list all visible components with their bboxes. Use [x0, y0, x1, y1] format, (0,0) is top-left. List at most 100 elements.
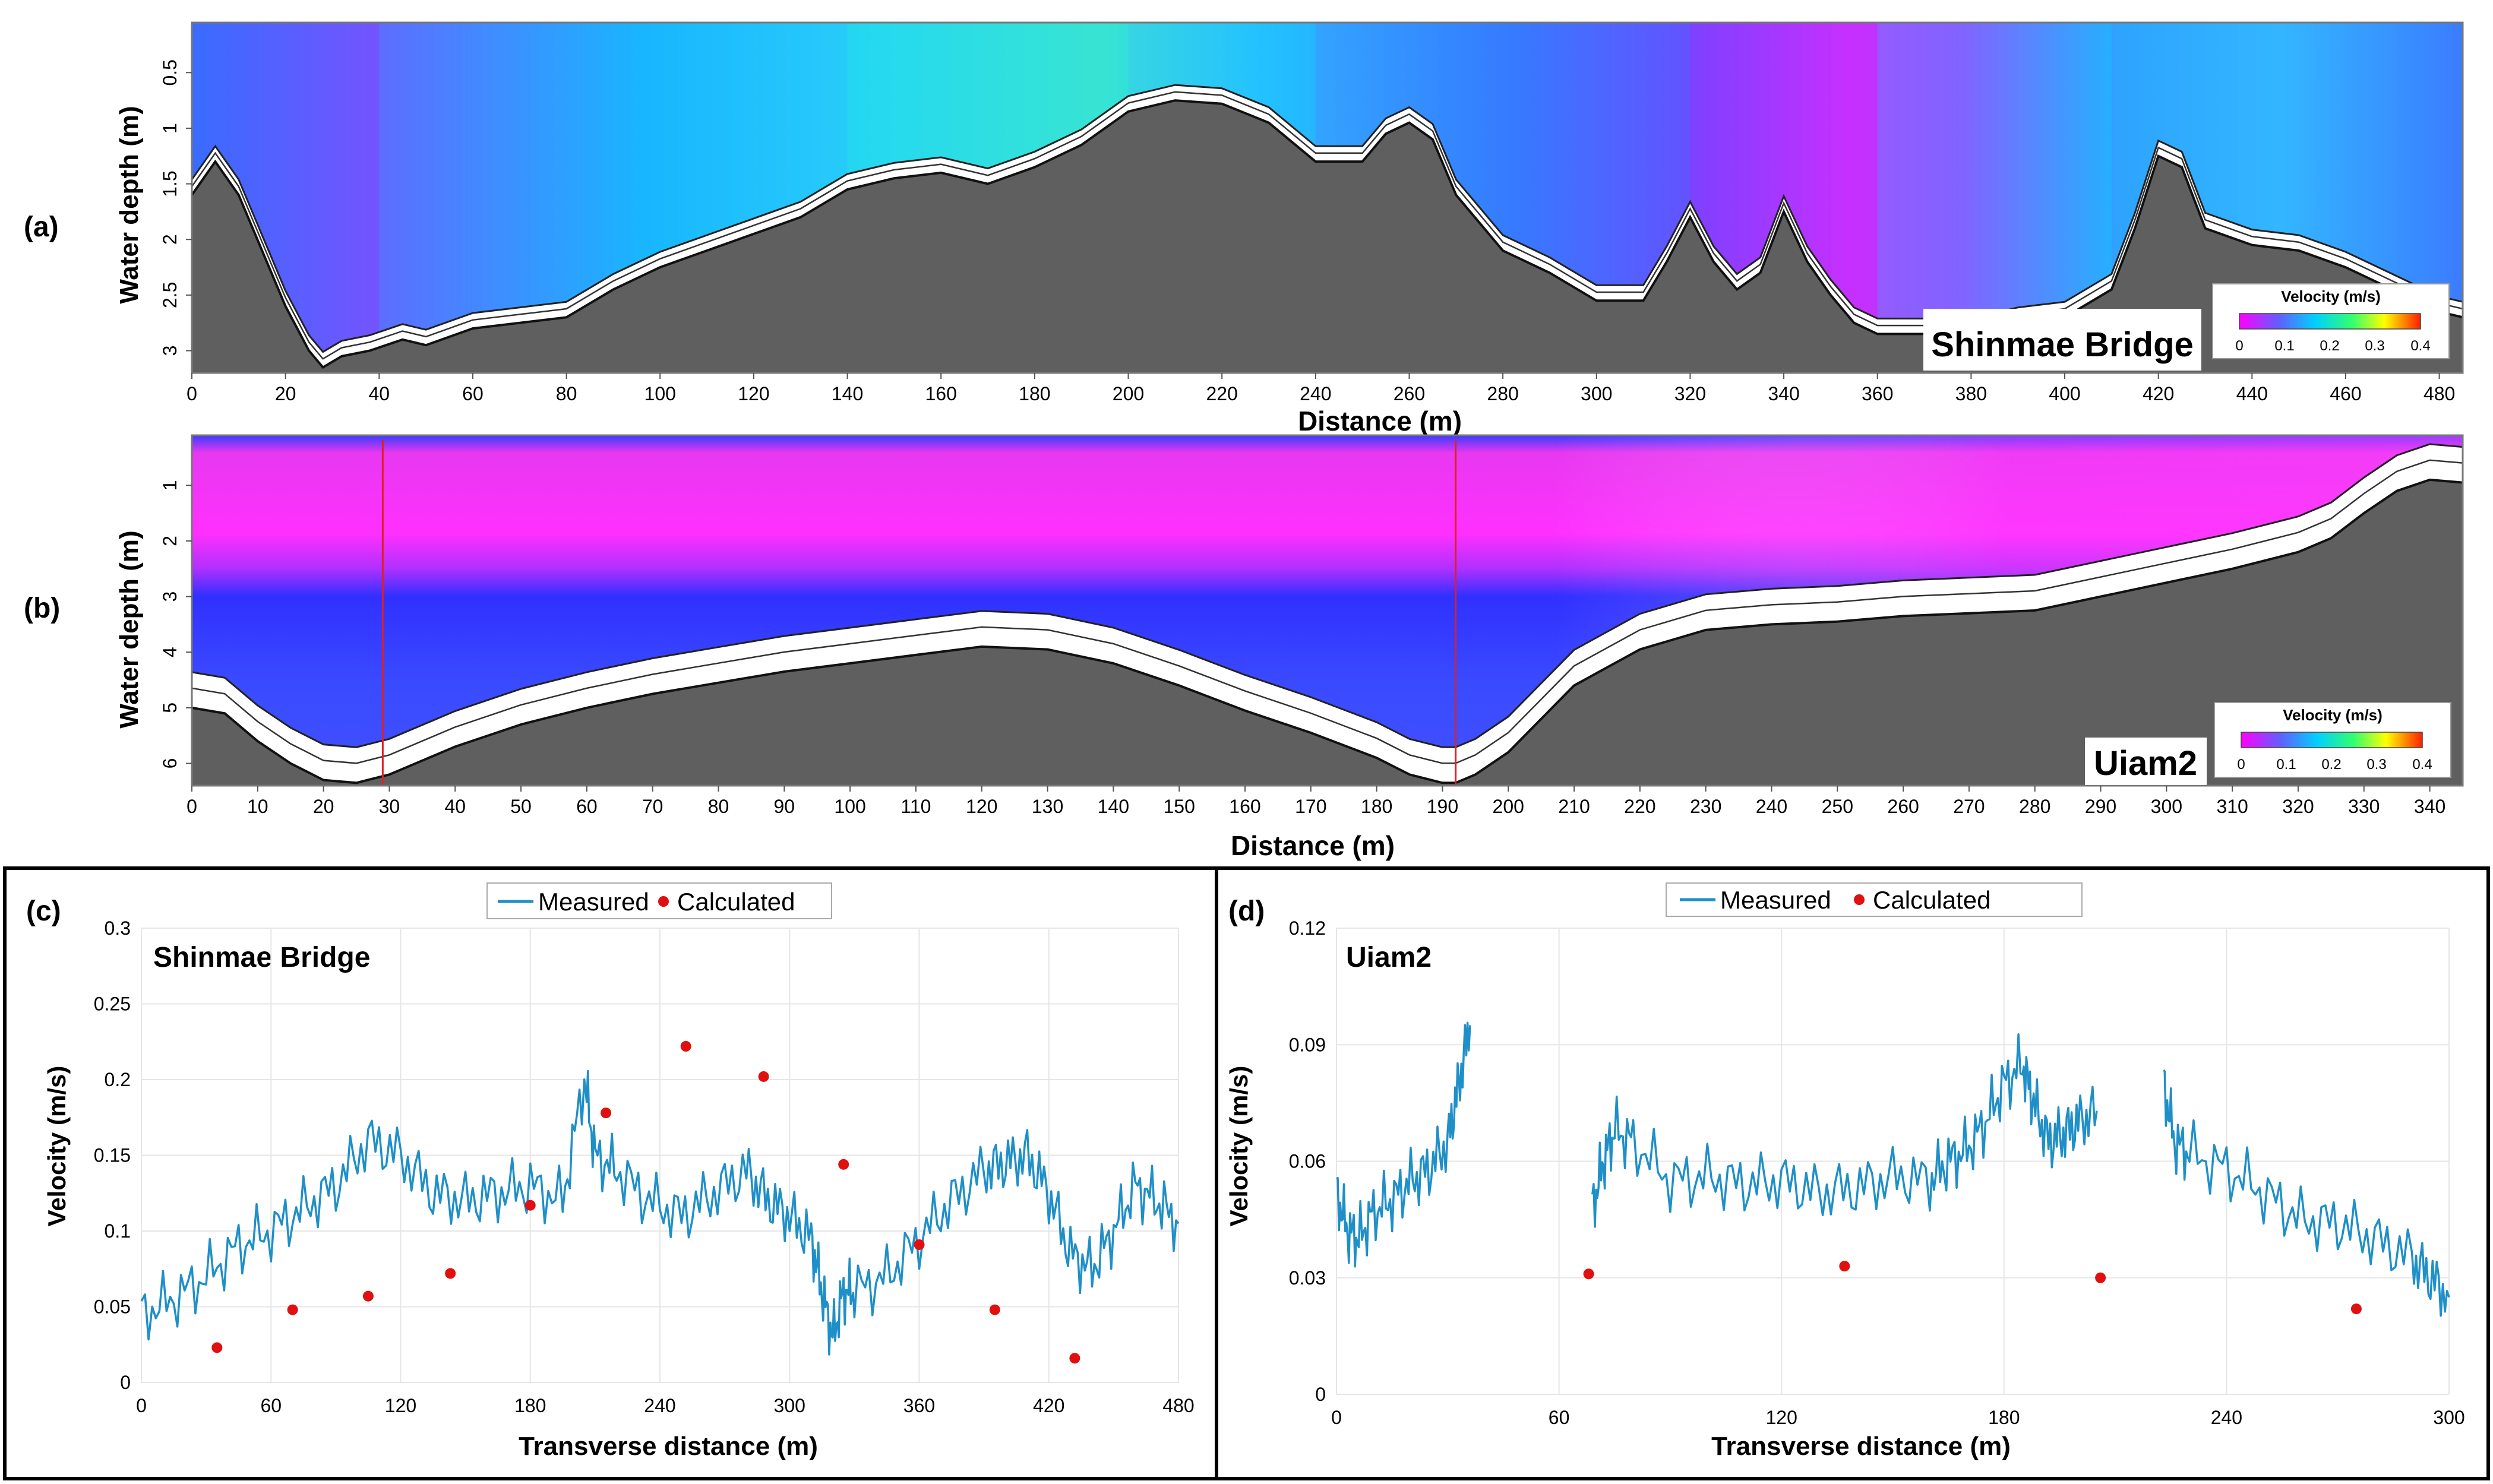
- panel-a-colorbar-tick: 0.3: [2365, 338, 2384, 354]
- y-tick-label: 2: [159, 234, 181, 245]
- x-tick-label: 440: [2236, 383, 2268, 404]
- x-tick-label: 180: [514, 1395, 546, 1416]
- x-tick-label: 0: [136, 1395, 147, 1416]
- y-tick-label: 0.06: [1289, 1151, 1326, 1172]
- x-tick-label: 20: [275, 383, 296, 404]
- x-tick-label: 320: [2282, 796, 2314, 817]
- panel-d-site-label: Uiam2: [1346, 942, 1432, 973]
- x-tick-label: 280: [2019, 796, 2050, 817]
- x-tick-label: 240: [2211, 1407, 2242, 1428]
- calculated-velocity-point: [1583, 1268, 1594, 1280]
- panel-a-colorbar-tick: 0.4: [2410, 338, 2430, 354]
- panel-a-colorbar-tick: 0.1: [2274, 338, 2294, 354]
- panel-b-uiam2-section: (b) Water depth (m) Distance (m) 0 10 20 30…: [24, 434, 2464, 861]
- y-tick-label: 0.09: [1289, 1034, 1326, 1055]
- panel-d-uiam2-velocity-chart: (d) Measured Calculated Uiam2 Velocity (…: [1215, 866, 2490, 1480]
- x-tick-label: 460: [2330, 383, 2361, 404]
- panel-a-ylabel: Water depth (m): [115, 106, 144, 303]
- y-tick-label: 1.5: [159, 170, 181, 197]
- panel-b-section-markers: [381, 440, 1457, 786]
- panel-a-frame: [191, 21, 2464, 374]
- panel-a-colorbar-gradient: [2239, 313, 2421, 330]
- panel-d-ylabel: Velocity (m/s): [1225, 1066, 1253, 1227]
- riverbed-outline: [191, 478, 2463, 784]
- panel-a-colorbar-title: Velocity (m/s): [2281, 287, 2381, 305]
- x-tick-label: 420: [1033, 1395, 1064, 1416]
- x-tick-label: 100: [834, 796, 865, 817]
- x-tick-label: 300: [2151, 796, 2182, 817]
- x-tick-label: 60: [462, 383, 484, 404]
- panel-a-colorbar: Velocity (m/s) 0 0.1 0.2 0.3 0.4: [2212, 283, 2450, 359]
- calculated-velocity-point: [362, 1290, 374, 1302]
- x-tick-label: 40: [444, 796, 466, 817]
- riverbed-profile: [192, 479, 2463, 786]
- measured-velocity-line: [2163, 1069, 2450, 1317]
- x-tick-label: 70: [642, 796, 663, 817]
- x-tick-label: 30: [379, 796, 400, 817]
- panel-b-frame: [191, 434, 2464, 787]
- x-tick-label: 340: [1768, 383, 1799, 404]
- y-tick-label: 1: [159, 480, 181, 491]
- x-tick-label: 0: [187, 383, 197, 404]
- x-tick-label: 120: [966, 796, 997, 817]
- panel-d-legend: Measured Calculated: [1666, 882, 2083, 917]
- y-tick-label: 0.2: [105, 1069, 131, 1090]
- panel-d-label: (d): [1228, 896, 1265, 927]
- calculated-velocity-point: [287, 1304, 298, 1315]
- x-tick-label: 270: [1953, 796, 1985, 817]
- x-tick-label: 480: [1162, 1395, 1194, 1416]
- side-lobe-line: [191, 459, 2463, 764]
- panel-d-gridlines: [1336, 928, 2450, 1395]
- riverbed-profile: [192, 100, 2463, 373]
- x-tick-label: 160: [1229, 796, 1260, 817]
- panel-a-colorbar-tick: 0: [2235, 338, 2243, 354]
- x-tick-label: 60: [260, 1395, 282, 1416]
- x-tick-label: 400: [2049, 383, 2080, 404]
- panel-a-shinmae-section: (a) Water depth (m) Distance (m) 0 20 40 60…: [24, 21, 2464, 436]
- x-tick-label: 300: [1581, 383, 1612, 404]
- x-tick-label: 220: [1624, 796, 1655, 817]
- calculated-velocity-point: [1069, 1353, 1080, 1364]
- x-tick-label: 120: [738, 383, 769, 404]
- y-tick-label: 0: [1315, 1384, 1326, 1405]
- y-tick-label: 0.1: [105, 1220, 131, 1242]
- x-tick-label: 60: [576, 796, 598, 817]
- y-tick-label: 4: [159, 647, 181, 657]
- x-tick-label: 110: [900, 796, 931, 817]
- panel-b-colorbar-tick: 0: [2237, 757, 2245, 773]
- x-tick-label: 310: [2216, 796, 2248, 817]
- x-tick-label: 330: [2348, 796, 2380, 817]
- x-tick-label: 150: [1163, 796, 1195, 817]
- panel-c-ticks: 0 60 120 180 240 300 360 420 480 0 0.05 0.1 0.15 0.2 0…: [94, 917, 1195, 1416]
- x-tick-label: 160: [925, 383, 957, 404]
- y-tick-label: 2: [159, 536, 181, 546]
- x-tick-label: 340: [2414, 796, 2445, 817]
- x-tick-label: 60: [1549, 1407, 1570, 1428]
- y-tick-label: 2.5: [159, 282, 181, 308]
- x-tick-label: 170: [1295, 796, 1326, 817]
- panel-c-gridlines: [141, 928, 1179, 1383]
- panel-c-legend-calculated-swatch: [658, 896, 669, 907]
- x-tick-label: 230: [1690, 796, 1721, 817]
- x-tick-label: 120: [1766, 1407, 1797, 1428]
- calculated-velocity-point: [524, 1200, 536, 1211]
- calculated-velocity-point: [989, 1304, 1000, 1315]
- calculated-velocity-point: [211, 1342, 223, 1353]
- calculated-velocity-point: [914, 1239, 925, 1250]
- x-tick-label: 140: [832, 383, 863, 404]
- panel-b-colorbar: Velocity (m/s) 0 0.1 0.2 0.3 0.4: [2214, 702, 2451, 778]
- x-tick-label: 180: [1019, 383, 1050, 404]
- panel-d-legend-measured-label: Measured: [1720, 886, 1831, 914]
- x-tick-label: 260: [1394, 383, 1425, 404]
- panel-c-site-label: Shinmae Bridge: [153, 942, 370, 973]
- y-tick-label: 0.3: [105, 917, 131, 939]
- panel-c-label: (c): [26, 896, 61, 927]
- x-tick-label: 240: [1756, 796, 1787, 817]
- y-tick-label: 0.03: [1289, 1267, 1326, 1289]
- panel-b-colorbar-tick: 0.3: [2366, 757, 2386, 773]
- riverbed-outline: [191, 99, 2463, 369]
- panel-a-site-label-box: [1923, 309, 2201, 371]
- measured-velocity-line: [1336, 1021, 1471, 1268]
- x-tick-label: 420: [2143, 383, 2174, 404]
- panel-c-series: [140, 1040, 1180, 1364]
